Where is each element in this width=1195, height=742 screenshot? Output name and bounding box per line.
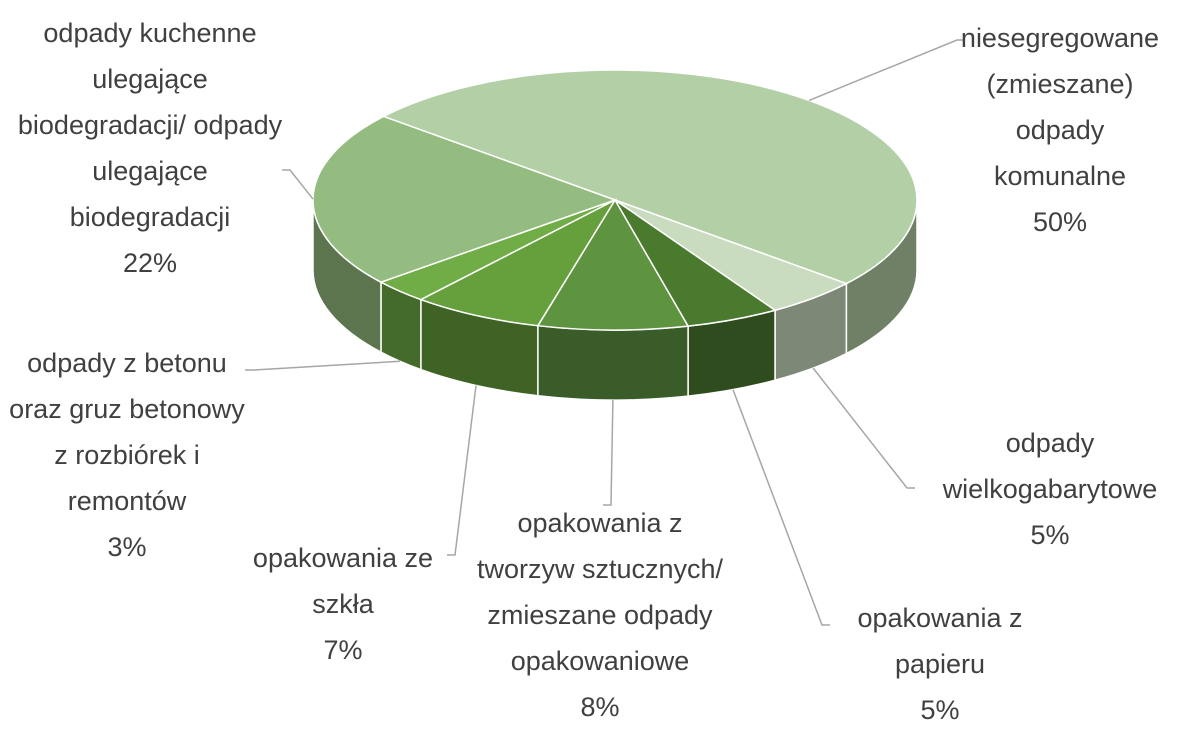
- data-label: niesegregowane (zmieszane) odpady komuna…: [955, 15, 1165, 245]
- leader-line: [808, 39, 965, 102]
- data-label: opakowania z tworzyw sztucznych/ zmiesza…: [465, 500, 735, 730]
- label-value: 8%: [580, 692, 620, 722]
- label-value: 7%: [323, 635, 363, 665]
- data-label: opakowania ze szkła 7%: [233, 535, 453, 673]
- leader-line: [282, 169, 314, 200]
- leader-line: [245, 360, 401, 371]
- label-value: 50%: [1032, 207, 1088, 237]
- pie-slice: [536, 198, 690, 331]
- pie-slice: [312, 115, 618, 283]
- data-label: odpady z betonu oraz gruz betonowy z roz…: [2, 340, 252, 570]
- leader-line: [812, 367, 915, 489]
- data-label: opakowania z papieru 5%: [840, 595, 1040, 733]
- pie-slice: [419, 198, 618, 327]
- label-category: odpady wielkogabarytowe: [942, 428, 1158, 504]
- label-category: opakowania z papieru: [857, 603, 1023, 679]
- label-value: 5%: [1030, 520, 1070, 550]
- data-label: odpady wielkogabarytowe 5%: [930, 420, 1170, 558]
- data-label: odpady kuchenne ulegające biodegradacji/…: [15, 10, 285, 286]
- label-value: 22%: [122, 248, 178, 278]
- label-value: 3%: [107, 532, 147, 562]
- leader-line: [732, 389, 830, 626]
- label-category: opakowania ze szkła: [252, 543, 434, 619]
- label-category: niesegregowane (zmieszane) odpady komuna…: [960, 23, 1160, 191]
- pie-side: [537, 324, 689, 401]
- label-value: 5%: [920, 695, 960, 725]
- label-category: odpady z betonu oraz gruz betonowy z roz…: [9, 348, 245, 516]
- pie-slice: [381, 69, 918, 285]
- label-category: opakowania z tworzyw sztucznych/ zmiesza…: [476, 508, 724, 676]
- leader-line: [603, 399, 614, 506]
- label-category: odpady kuchenne ulegające biodegradacji/…: [17, 18, 283, 232]
- leader-line: [447, 385, 477, 556]
